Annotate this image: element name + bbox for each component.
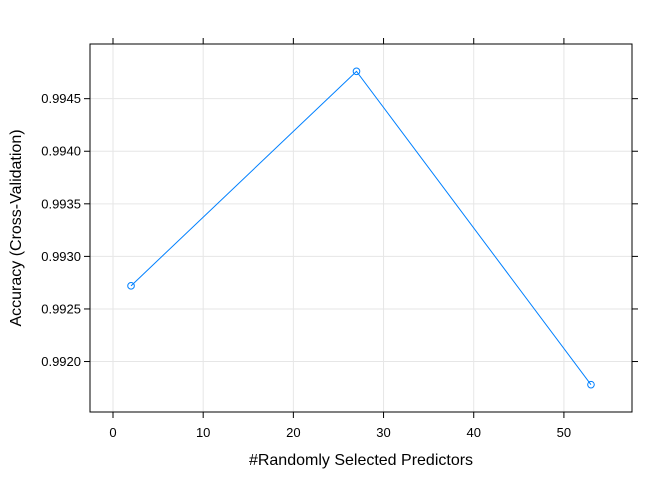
- x-tick-label: 50: [557, 425, 571, 440]
- plot-frame: [89, 43, 633, 413]
- data-point: [587, 380, 595, 389]
- y-tick-label: 0.9925: [41, 301, 81, 316]
- data-point: [127, 282, 135, 290]
- axis-ticks: 0 10 20 30 40 50 0.9920 0.9925 0.9930 0.9935 0.994…: [41, 38, 638, 440]
- y-tick-label: 0.9935: [41, 196, 81, 211]
- data-series: [127, 67, 595, 389]
- y-tick-label: 0.9930: [41, 249, 81, 264]
- x-tick-label: 0: [109, 425, 116, 440]
- series-line: [130, 70, 592, 385]
- x-tick-label: 30: [376, 425, 390, 440]
- x-axis-title: #Randomly Selected Predictors: [249, 452, 473, 469]
- y-tick-label: 0.9920: [41, 354, 81, 369]
- y-tick-label: 0.9940: [41, 144, 81, 159]
- y-axis-title: Accuracy (Cross-Validation): [8, 129, 25, 326]
- x-tick-label: 20: [286, 425, 300, 440]
- x-tick-label: 40: [466, 425, 480, 440]
- data-point: [352, 67, 361, 76]
- x-tick-label: 10: [196, 425, 210, 440]
- y-tick-label: 0.9945: [41, 91, 81, 106]
